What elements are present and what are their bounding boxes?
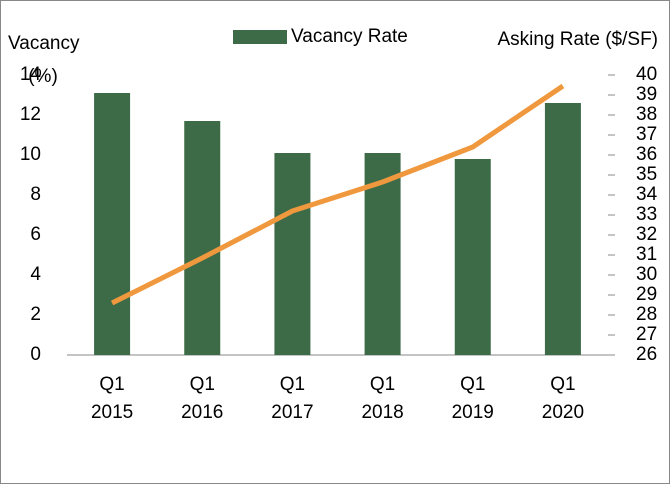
y2-tick-label: 38 bbox=[636, 104, 657, 125]
bar bbox=[454, 159, 491, 355]
legend-label: Vacancy Rate bbox=[291, 26, 408, 47]
bar bbox=[274, 153, 311, 355]
x-tick-label: Q1 2015 bbox=[90, 374, 134, 423]
y-tick-label: 8 bbox=[30, 184, 41, 205]
y2-tick-label: 32 bbox=[636, 224, 657, 245]
x-tick-label: Q1 2019 bbox=[451, 374, 494, 423]
x-tick-label: Q1 2016 bbox=[181, 374, 224, 423]
y2-tick-label: 35 bbox=[636, 164, 657, 185]
bar bbox=[544, 103, 581, 355]
x-tick-label: Q1 2018 bbox=[361, 374, 404, 423]
y-tick-label: 14 bbox=[20, 64, 42, 85]
y2-axis-label: Asking Rate ($/SF) bbox=[498, 29, 659, 50]
y-tick-label: 10 bbox=[20, 144, 41, 165]
y2-tick-label: 37 bbox=[636, 124, 657, 145]
y2-tick-label: 31 bbox=[636, 244, 657, 265]
bar bbox=[94, 93, 131, 355]
x-tick-label: Q1 2017 bbox=[271, 374, 314, 423]
y2-tick-label: 34 bbox=[636, 184, 658, 205]
bar bbox=[184, 121, 221, 355]
x-tick-label: Q1 2020 bbox=[541, 374, 585, 423]
y2-tick-label: 29 bbox=[636, 284, 657, 305]
y2-tick-label: 26 bbox=[636, 344, 657, 365]
y-tick-label: 12 bbox=[20, 104, 41, 125]
y2-tick-label: 30 bbox=[636, 264, 657, 285]
y-axis-label: Vacancy (%) bbox=[8, 33, 80, 87]
y-tick-label: 6 bbox=[30, 224, 41, 245]
y2-tick-label: 40 bbox=[636, 64, 657, 85]
legend-swatch bbox=[233, 30, 287, 44]
y2-tick-label: 27 bbox=[636, 324, 657, 345]
y-tick-label: 4 bbox=[30, 264, 41, 285]
y2-tick-label: 39 bbox=[636, 84, 657, 105]
y-tick-label: 2 bbox=[30, 304, 41, 325]
y2-tick-label: 33 bbox=[636, 204, 657, 225]
y-tick-label: 0 bbox=[30, 344, 41, 365]
y2-tick-label: 28 bbox=[636, 304, 657, 325]
y2-tick-label: 36 bbox=[636, 144, 657, 165]
line bbox=[110, 83, 565, 306]
